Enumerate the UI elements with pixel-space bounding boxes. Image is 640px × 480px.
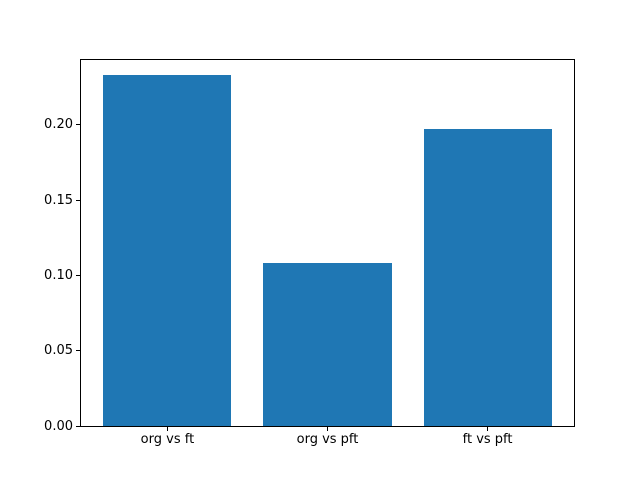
x-tick-label: org vs pft <box>296 432 359 447</box>
x-tick-label: ft vs pft <box>462 432 513 447</box>
y-tick-label: 0.15 <box>44 192 73 208</box>
y-tick-label: 0.10 <box>44 267 73 283</box>
bar-ft-vs-pft <box>423 129 552 426</box>
x-tick-mark <box>166 427 168 431</box>
x-tick-mark <box>327 427 328 431</box>
y-tick-mark <box>76 425 80 427</box>
y-tick-mark <box>76 199 80 201</box>
y-tick-label: 0.05 <box>44 343 73 359</box>
bar-org-vs-pft <box>263 263 392 426</box>
x-tick-mark <box>487 427 489 431</box>
bar-org-vs-ft <box>103 75 232 426</box>
plot-area: 0.00 0.05 0.10 0.15 0.20 org vs ft org vs pft f… <box>44 59 575 446</box>
x-tick-label: org vs ft <box>140 432 195 447</box>
y-tick-mark <box>76 124 80 126</box>
y-tick-mark <box>76 350 80 352</box>
y-tick-label: 0.20 <box>44 117 73 133</box>
y-tick-mark <box>76 274 80 276</box>
y-tick-label: 0.00 <box>44 418 73 434</box>
